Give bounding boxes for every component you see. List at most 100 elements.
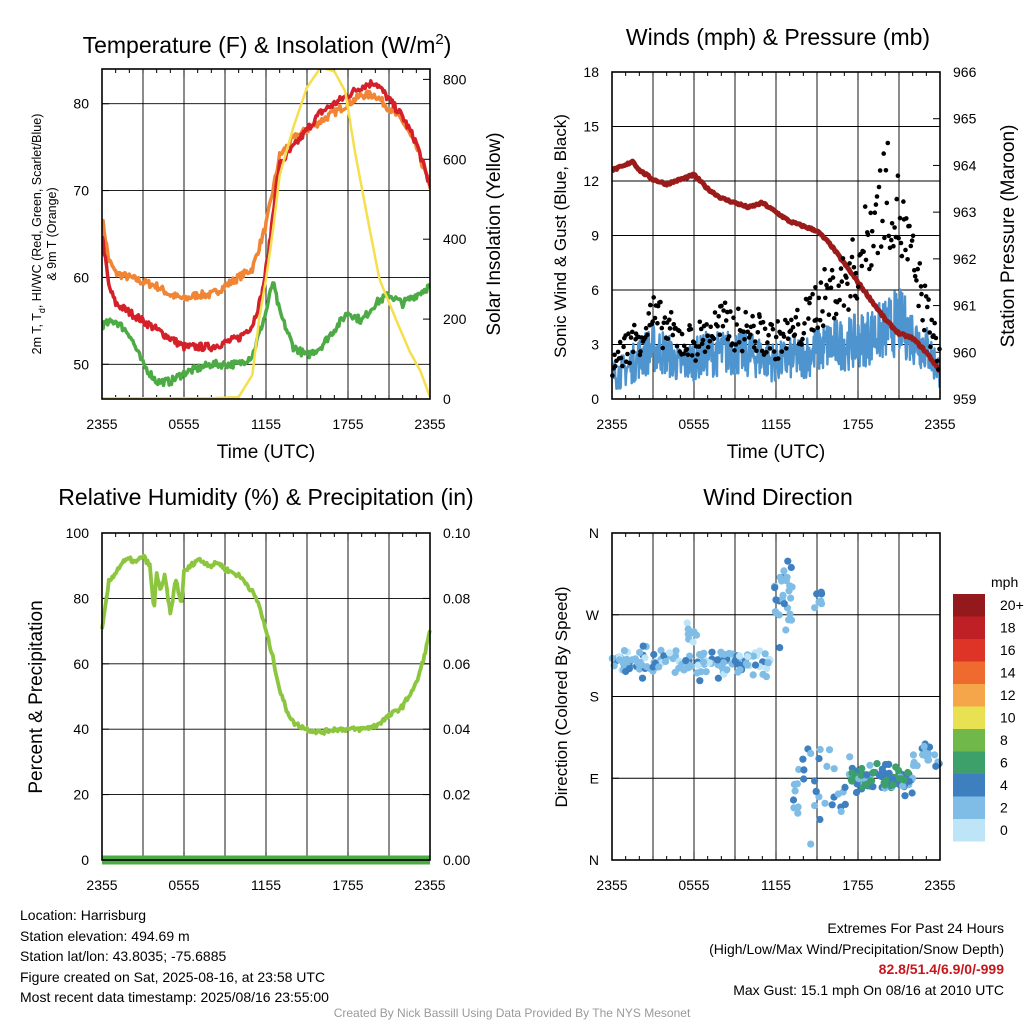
gust-point (771, 349, 777, 354)
direction-point (834, 790, 842, 798)
direction-ylabel: Direction (Colored By Speed) (552, 586, 571, 807)
winds-y2tick-label: 964 (953, 157, 977, 173)
direction-point (772, 596, 780, 604)
humidity-chart: 2355 0555 1155 1755 2355 0 20 40 60 80 100 0.00 0.02… (26, 484, 474, 893)
temperature-y2label: Solar Insolation (Yellow) (484, 132, 505, 335)
gust-point (739, 348, 745, 354)
direction-point (919, 751, 927, 759)
gust-point (825, 286, 830, 291)
direction-point (749, 652, 758, 660)
gust-point (645, 332, 650, 338)
direction-point (780, 600, 788, 608)
gust-point (822, 267, 827, 272)
direction-point (708, 648, 716, 656)
humidity-xtick-label: 1155 (251, 877, 281, 893)
extremes-summary: Extremes For Past 24 Hours (High/Low/Max… (709, 918, 1004, 1000)
gust-point (916, 303, 921, 309)
gust-point (877, 168, 883, 173)
direction-title: Wind Direction (703, 484, 853, 510)
gust-point (638, 349, 643, 354)
gust-point (814, 317, 819, 322)
gust-point (722, 300, 728, 306)
gust-point (712, 310, 718, 315)
temperature-ylabel-sub: d (37, 308, 47, 313)
extremes-legend: (High/Low/Max Wind/Precipitation/Snow De… (709, 940, 1004, 957)
winds-chart: 2355 0555 1155 1755 2355 0 3 6 9 12 15 18 959 960 961 9… (551, 24, 1019, 463)
gust-point (820, 323, 826, 329)
gust-point (788, 328, 794, 333)
direction-point (694, 661, 702, 669)
gust-point (863, 257, 869, 263)
gust-point (889, 221, 895, 226)
temperature-ylabel-part1: 2m T, T (30, 313, 44, 355)
direction-point (811, 777, 819, 785)
gust-point (919, 291, 924, 297)
direction-point (811, 802, 819, 810)
gust-point (679, 331, 685, 337)
humidity-y2tick-label: 0.10 (443, 525, 470, 541)
gust-point (731, 315, 736, 321)
temperature-y2tick-label: 200 (443, 311, 467, 327)
humidity-ytick-label: 0 (81, 852, 89, 868)
temperature-xtick-label: 1155 (251, 416, 281, 432)
direction-point (787, 594, 795, 602)
direction-point (821, 799, 829, 807)
direction-ytick-label: N (589, 525, 599, 541)
gust-point (894, 196, 899, 202)
gust-point (838, 266, 844, 271)
humidity-title: Relative Humidity (%) & Precipitation (i… (58, 484, 473, 510)
gust-point (915, 266, 920, 272)
humidity-xtick-label: 2355 (86, 877, 117, 893)
gust-point (810, 291, 815, 297)
gust-point (688, 326, 694, 332)
gust-point (837, 297, 842, 303)
winds-xtick-label: 2355 (596, 416, 627, 432)
direction-point (904, 768, 912, 777)
gust-point (875, 250, 881, 256)
gust-point (845, 281, 850, 287)
direction-point (782, 626, 790, 634)
direction-point (756, 647, 764, 655)
gust-point (745, 329, 750, 335)
direction-ytick-label: W (586, 607, 600, 623)
direction-point (816, 815, 824, 824)
humidity-ytick-label: 60 (73, 656, 89, 672)
gust-point (925, 304, 930, 310)
gust-point (655, 321, 660, 326)
direction-point (776, 573, 784, 581)
gust-point (755, 330, 761, 335)
gust-point (728, 309, 733, 314)
direction-point (786, 610, 794, 618)
credit-line: Created By Nick Bassill Using Data Provi… (333, 1006, 691, 1020)
winds-ytick-label: 15 (583, 119, 599, 135)
direction-point (910, 758, 918, 767)
gust-point (775, 356, 781, 361)
direction-ytick-label: N (589, 852, 599, 868)
direction-point (639, 642, 647, 650)
gust-point (699, 341, 705, 347)
gust-point (630, 329, 635, 335)
direction-point (719, 659, 728, 667)
direction-point (620, 647, 629, 655)
gust-point (895, 173, 901, 178)
gust-point (871, 243, 876, 249)
gust-point (646, 311, 651, 316)
extremes-values: 82.8/51.4/6.9/0/-999 (878, 961, 1004, 977)
gust-point (661, 320, 667, 326)
gust-point (904, 216, 909, 221)
gust-point (681, 343, 687, 349)
speed-legend-label: 6 (1000, 755, 1008, 771)
gust-point (881, 151, 886, 156)
gust-point (705, 333, 710, 339)
direction-point (791, 787, 799, 795)
gust-point (693, 358, 698, 363)
winds-ytick-label: 6 (591, 282, 599, 298)
direction-point (771, 608, 780, 616)
direction-point (785, 587, 793, 595)
gust-point (698, 326, 704, 332)
direction-point (619, 659, 627, 667)
direction-point (665, 649, 674, 657)
gust-point (839, 279, 845, 284)
temperature-xtick-label: 2355 (86, 416, 117, 432)
winds-ytick-label: 0 (591, 391, 599, 407)
